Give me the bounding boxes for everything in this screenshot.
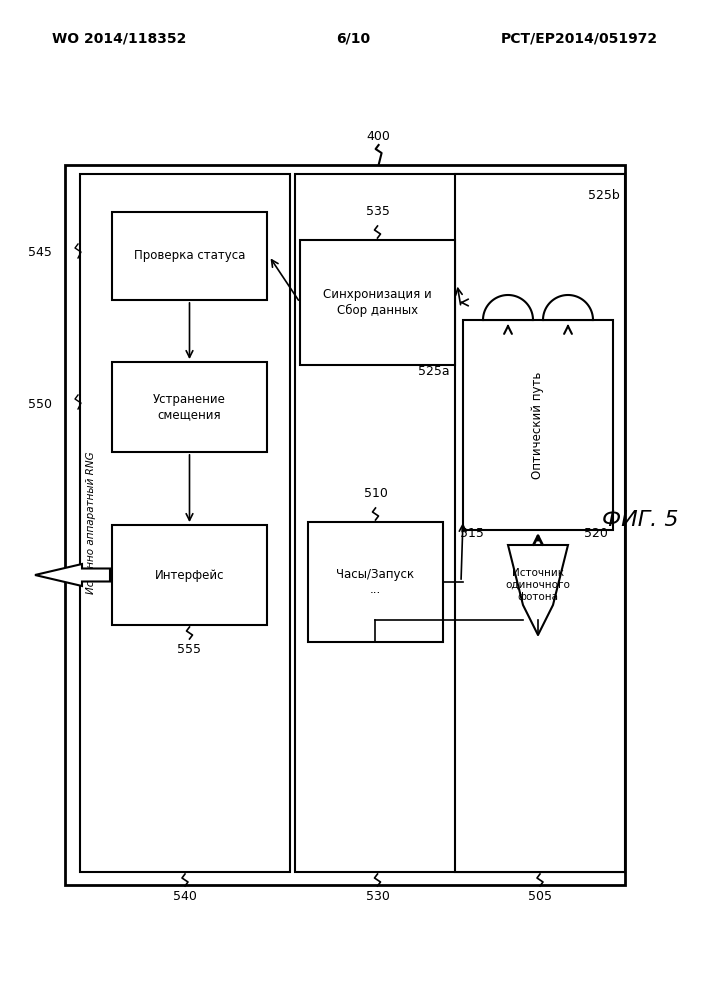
Bar (455, 174, 625, 872)
Text: 540: 540 (173, 890, 197, 903)
Text: 545: 545 (28, 246, 52, 259)
Text: 550: 550 (28, 397, 52, 410)
Bar (300, 240, 455, 365)
Bar (112, 212, 267, 300)
Text: 535: 535 (366, 205, 390, 218)
Bar (112, 525, 267, 625)
Bar (80, 174, 290, 872)
Text: Оптический путь: Оптический путь (532, 371, 544, 479)
Polygon shape (543, 295, 593, 320)
Text: 525b: 525b (588, 189, 620, 202)
Text: 515: 515 (460, 527, 484, 540)
Text: 520: 520 (584, 527, 608, 540)
Text: 530: 530 (366, 890, 390, 903)
Text: 400: 400 (367, 130, 390, 143)
Text: 6/10: 6/10 (336, 32, 370, 46)
Text: Часы/Запуск
...: Часы/Запуск ... (337, 568, 414, 596)
Text: 510: 510 (363, 487, 387, 500)
Text: Истинно аппаратный RNG: Истинно аппаратный RNG (86, 452, 96, 594)
Polygon shape (508, 545, 568, 635)
Bar (112, 362, 267, 452)
Polygon shape (483, 295, 533, 320)
Text: Интерфейс: Интерфейс (155, 568, 224, 582)
Text: 525a: 525a (419, 365, 450, 378)
Text: ФИГ. 5: ФИГ. 5 (602, 510, 678, 530)
Text: Проверка статуса: Проверка статуса (134, 249, 245, 262)
Bar (308, 522, 443, 642)
Text: Синхронизация и
Сбор данных: Синхронизация и Сбор данных (323, 288, 432, 317)
Text: PCT/EP2014/051972: PCT/EP2014/051972 (501, 32, 658, 46)
Text: 555: 555 (177, 643, 201, 656)
Bar (295, 174, 625, 872)
Text: 505: 505 (528, 890, 552, 903)
Text: Устранение
смещения: Устранение смещения (153, 393, 226, 421)
Bar (463, 320, 613, 530)
Text: WO 2014/118352: WO 2014/118352 (52, 32, 187, 46)
Text: Источник
одиночного
фотона: Источник одиночного фотона (506, 568, 571, 602)
Bar (65, 165, 625, 885)
Polygon shape (35, 564, 110, 586)
